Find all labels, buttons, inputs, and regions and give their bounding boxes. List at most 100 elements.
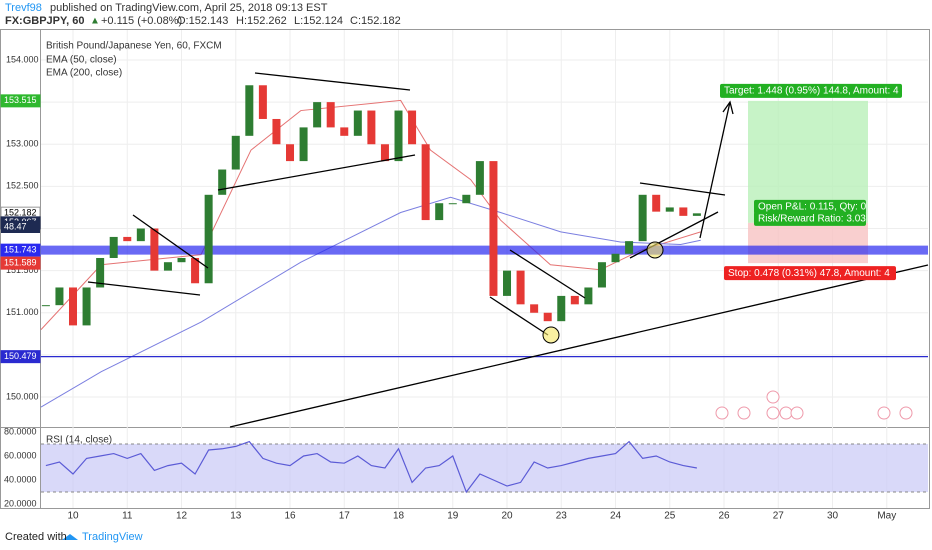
- legend-ema50: EMA (50, close): [46, 55, 117, 66]
- candle: [96, 257, 105, 288]
- candle: [150, 228, 159, 271]
- candle: [625, 241, 634, 254]
- x-tick-label: 24: [610, 511, 622, 522]
- trend-line: [217, 154, 416, 191]
- candle: [191, 257, 200, 284]
- rsi-tick-label: 40.0000: [4, 474, 37, 484]
- price-tag: [0, 243, 41, 257]
- candle: [258, 85, 267, 119]
- rr-label-bg: [754, 211, 866, 226]
- event: [779, 406, 793, 420]
- highlight: [646, 241, 664, 259]
- candle: [489, 161, 498, 296]
- stop-zone: [748, 222, 868, 264]
- footer-brand: TradingView: [82, 531, 143, 543]
- x-tick-label: 17: [339, 511, 351, 522]
- candle: [218, 169, 227, 195]
- low: L:152.124: [294, 15, 343, 27]
- candle: [638, 194, 647, 242]
- price-tag: [0, 350, 41, 364]
- close: C:152.182: [350, 15, 401, 27]
- legend-main: British Pound/Japanese Yen, 60, FXCM: [46, 41, 222, 52]
- trend-lines: [87, 72, 929, 428]
- candle: [245, 85, 254, 136]
- change: +0.115 (+0.08%): [101, 15, 182, 27]
- candle: [136, 228, 145, 242]
- event: [715, 406, 729, 420]
- candle: [313, 102, 322, 128]
- event: [790, 406, 804, 420]
- trend-line: [229, 264, 929, 428]
- x-tick-label: 23: [556, 511, 568, 522]
- x-tick-label: May: [877, 511, 896, 522]
- candle: [611, 253, 620, 263]
- arrow-head: [722, 100, 734, 115]
- candle: [570, 295, 579, 305]
- candle: [530, 304, 539, 313]
- x-tick-label: 20: [501, 511, 513, 522]
- candle: [340, 127, 349, 136]
- trend-line: [489, 296, 549, 336]
- candle: [353, 110, 362, 136]
- price-tag-label: 153.515: [4, 95, 37, 105]
- author: Trevf98: [5, 2, 42, 14]
- x-tick-label: 27: [773, 511, 785, 522]
- price-tag-label: 151.589: [4, 258, 37, 268]
- target-label: Target: 1.448 (0.95%) 144.8, Amount: 4: [724, 85, 899, 96]
- x-tick-label: 26: [718, 511, 730, 522]
- rsi-tag: [1, 221, 40, 233]
- candle: [597, 262, 606, 288]
- candle: [679, 207, 688, 216]
- candle: [177, 257, 186, 263]
- candle: [231, 135, 240, 170]
- candle: [272, 118, 281, 145]
- candle: [692, 213, 701, 216]
- trend-line: [639, 182, 726, 196]
- symbol: FX:GBPJPY, 60: [5, 15, 84, 27]
- candle: [665, 207, 674, 212]
- rsi-tick-label: 60.0000: [4, 450, 37, 460]
- x-tick-label: 18: [393, 511, 405, 522]
- rsi-line: [45, 440, 697, 494]
- event: [877, 406, 891, 420]
- trend-line: [254, 72, 411, 91]
- candle: [367, 110, 376, 145]
- rsi-tick-label: 20.0000: [4, 498, 37, 508]
- event: [766, 390, 780, 404]
- candle: [204, 194, 213, 284]
- stop-label: Stop: 0.478 (0.31%) 47.8, Amount: 4: [728, 268, 890, 279]
- candle: [421, 144, 430, 221]
- candle: [516, 270, 525, 305]
- trend-line: [509, 249, 586, 299]
- y-tick-label: 154.000: [6, 54, 39, 64]
- candle: [55, 287, 64, 306]
- event: [737, 406, 751, 420]
- candle: [109, 236, 118, 258]
- x-tick-label: 30: [827, 511, 839, 522]
- x-tick-label: 19: [447, 511, 459, 522]
- stop-label-bg: [724, 266, 896, 281]
- trend-line: [132, 214, 209, 269]
- candle: [408, 110, 417, 145]
- projection-arrow: [699, 101, 731, 239]
- candle: [503, 270, 512, 296]
- x-tick-label: 10: [67, 511, 79, 522]
- highlight: [542, 326, 560, 344]
- candle: [82, 287, 91, 326]
- price-tag: [0, 256, 41, 270]
- legend-rsi: RSI (14, close): [46, 435, 112, 446]
- y-tick-label: 152.500: [6, 181, 39, 191]
- price-tag-label: 150.479: [4, 351, 37, 361]
- price-tag: [0, 94, 41, 108]
- candle: [557, 295, 566, 322]
- target-label-bg: [720, 83, 902, 98]
- candle: [326, 102, 335, 128]
- y-tick-label: 151.500: [6, 265, 39, 275]
- event: [766, 406, 780, 420]
- y-tick-label: 151.000: [6, 307, 39, 317]
- rsi-tick-label: 80.0000: [4, 426, 37, 436]
- candle: [380, 144, 389, 162]
- candle: [286, 144, 295, 162]
- candle: [123, 236, 132, 242]
- price-tag-label: 151.743: [4, 245, 37, 255]
